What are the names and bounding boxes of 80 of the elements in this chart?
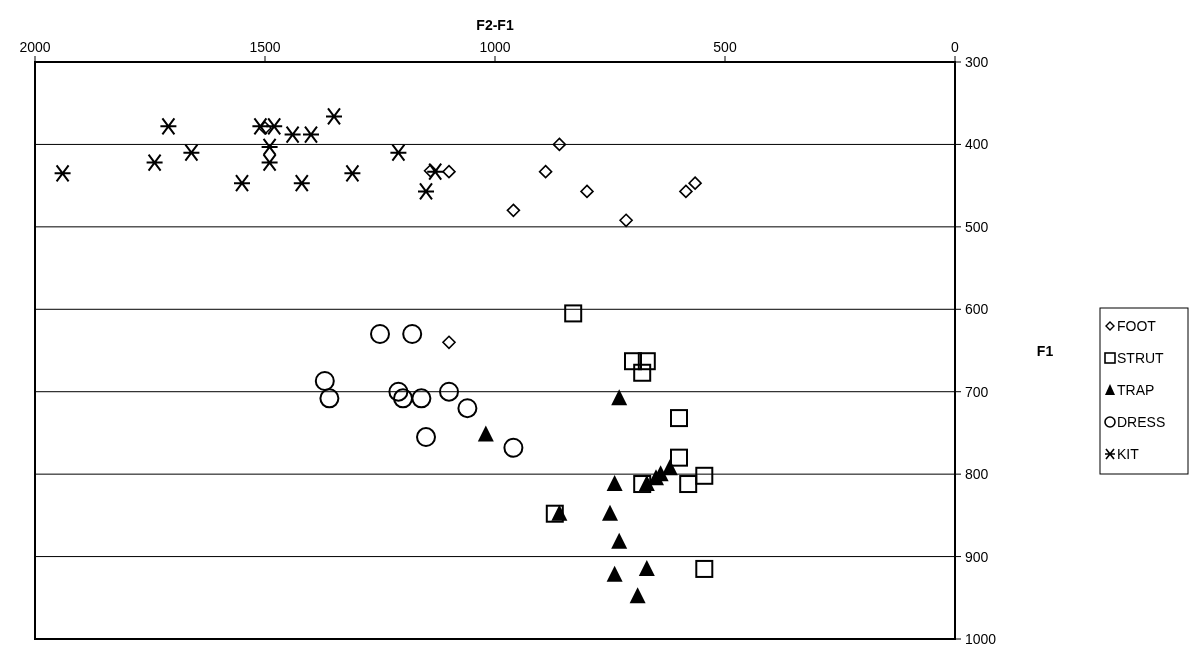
x-axis-title: F2-F1 bbox=[476, 17, 514, 33]
point bbox=[633, 363, 652, 382]
legend-label: STRUT bbox=[1117, 350, 1165, 366]
point bbox=[688, 176, 702, 190]
point bbox=[370, 324, 390, 345]
point bbox=[629, 587, 646, 604]
point bbox=[538, 164, 553, 179]
y-axis-title: F1 bbox=[1036, 342, 1054, 359]
point bbox=[619, 213, 633, 228]
point bbox=[53, 164, 72, 183]
point bbox=[423, 164, 438, 178]
point bbox=[325, 107, 343, 126]
point bbox=[388, 381, 409, 402]
point bbox=[260, 153, 279, 172]
point bbox=[638, 559, 655, 576]
point bbox=[343, 164, 362, 183]
point bbox=[551, 504, 568, 521]
point bbox=[637, 352, 656, 371]
x-tick-label: 0 bbox=[951, 39, 960, 55]
point bbox=[442, 164, 456, 179]
point bbox=[182, 143, 201, 162]
y-tick-label: 600 bbox=[965, 301, 989, 318]
legend-label: KIT bbox=[1117, 446, 1140, 462]
point bbox=[602, 504, 618, 521]
point bbox=[611, 532, 628, 549]
point bbox=[314, 371, 335, 391]
point bbox=[319, 388, 340, 409]
point bbox=[606, 565, 623, 582]
point bbox=[389, 143, 408, 162]
point bbox=[233, 174, 251, 193]
point bbox=[564, 304, 583, 323]
point bbox=[426, 162, 445, 181]
point bbox=[251, 117, 270, 136]
point bbox=[545, 504, 564, 523]
point bbox=[442, 335, 456, 350]
x-tick-label: 500 bbox=[713, 39, 737, 55]
point bbox=[417, 182, 435, 201]
point bbox=[477, 425, 494, 442]
point bbox=[503, 437, 524, 458]
point bbox=[145, 153, 164, 172]
y-tick-label: 500 bbox=[965, 218, 989, 235]
point bbox=[611, 389, 628, 406]
point bbox=[283, 125, 302, 144]
point bbox=[670, 409, 688, 428]
x-tick-label: 1500 bbox=[249, 39, 281, 55]
point bbox=[679, 184, 693, 199]
y-tick-label: 900 bbox=[965, 548, 989, 565]
point bbox=[624, 352, 642, 371]
y-tick-label: 800 bbox=[965, 466, 989, 483]
point bbox=[670, 448, 688, 467]
point bbox=[606, 475, 623, 492]
point bbox=[416, 427, 436, 448]
point bbox=[302, 125, 320, 144]
point bbox=[679, 475, 698, 494]
legend-label: DRESS bbox=[1117, 414, 1166, 430]
point bbox=[506, 203, 521, 218]
point bbox=[260, 137, 279, 156]
point bbox=[159, 117, 178, 136]
legend-label: FOOT bbox=[1117, 318, 1157, 334]
point bbox=[580, 184, 594, 199]
x-tick-label: 2000 bbox=[19, 39, 51, 55]
point bbox=[457, 398, 478, 419]
y-tick-label: 400 bbox=[965, 136, 989, 153]
y-tick-label: 1000 bbox=[965, 631, 997, 647]
point bbox=[638, 475, 655, 492]
point bbox=[552, 137, 567, 152]
point bbox=[439, 381, 459, 402]
point bbox=[292, 174, 311, 193]
point bbox=[695, 466, 714, 485]
y-tick-label: 700 bbox=[965, 383, 989, 400]
y-tick-label: 300 bbox=[965, 54, 989, 70]
point bbox=[695, 559, 714, 578]
x-tick-label: 1000 bbox=[479, 39, 511, 55]
legend-label: TRAP bbox=[1117, 382, 1155, 398]
point bbox=[258, 121, 272, 135]
point bbox=[393, 388, 413, 409]
point bbox=[633, 475, 652, 494]
point bbox=[411, 388, 432, 409]
point bbox=[402, 324, 423, 345]
point bbox=[265, 117, 284, 136]
